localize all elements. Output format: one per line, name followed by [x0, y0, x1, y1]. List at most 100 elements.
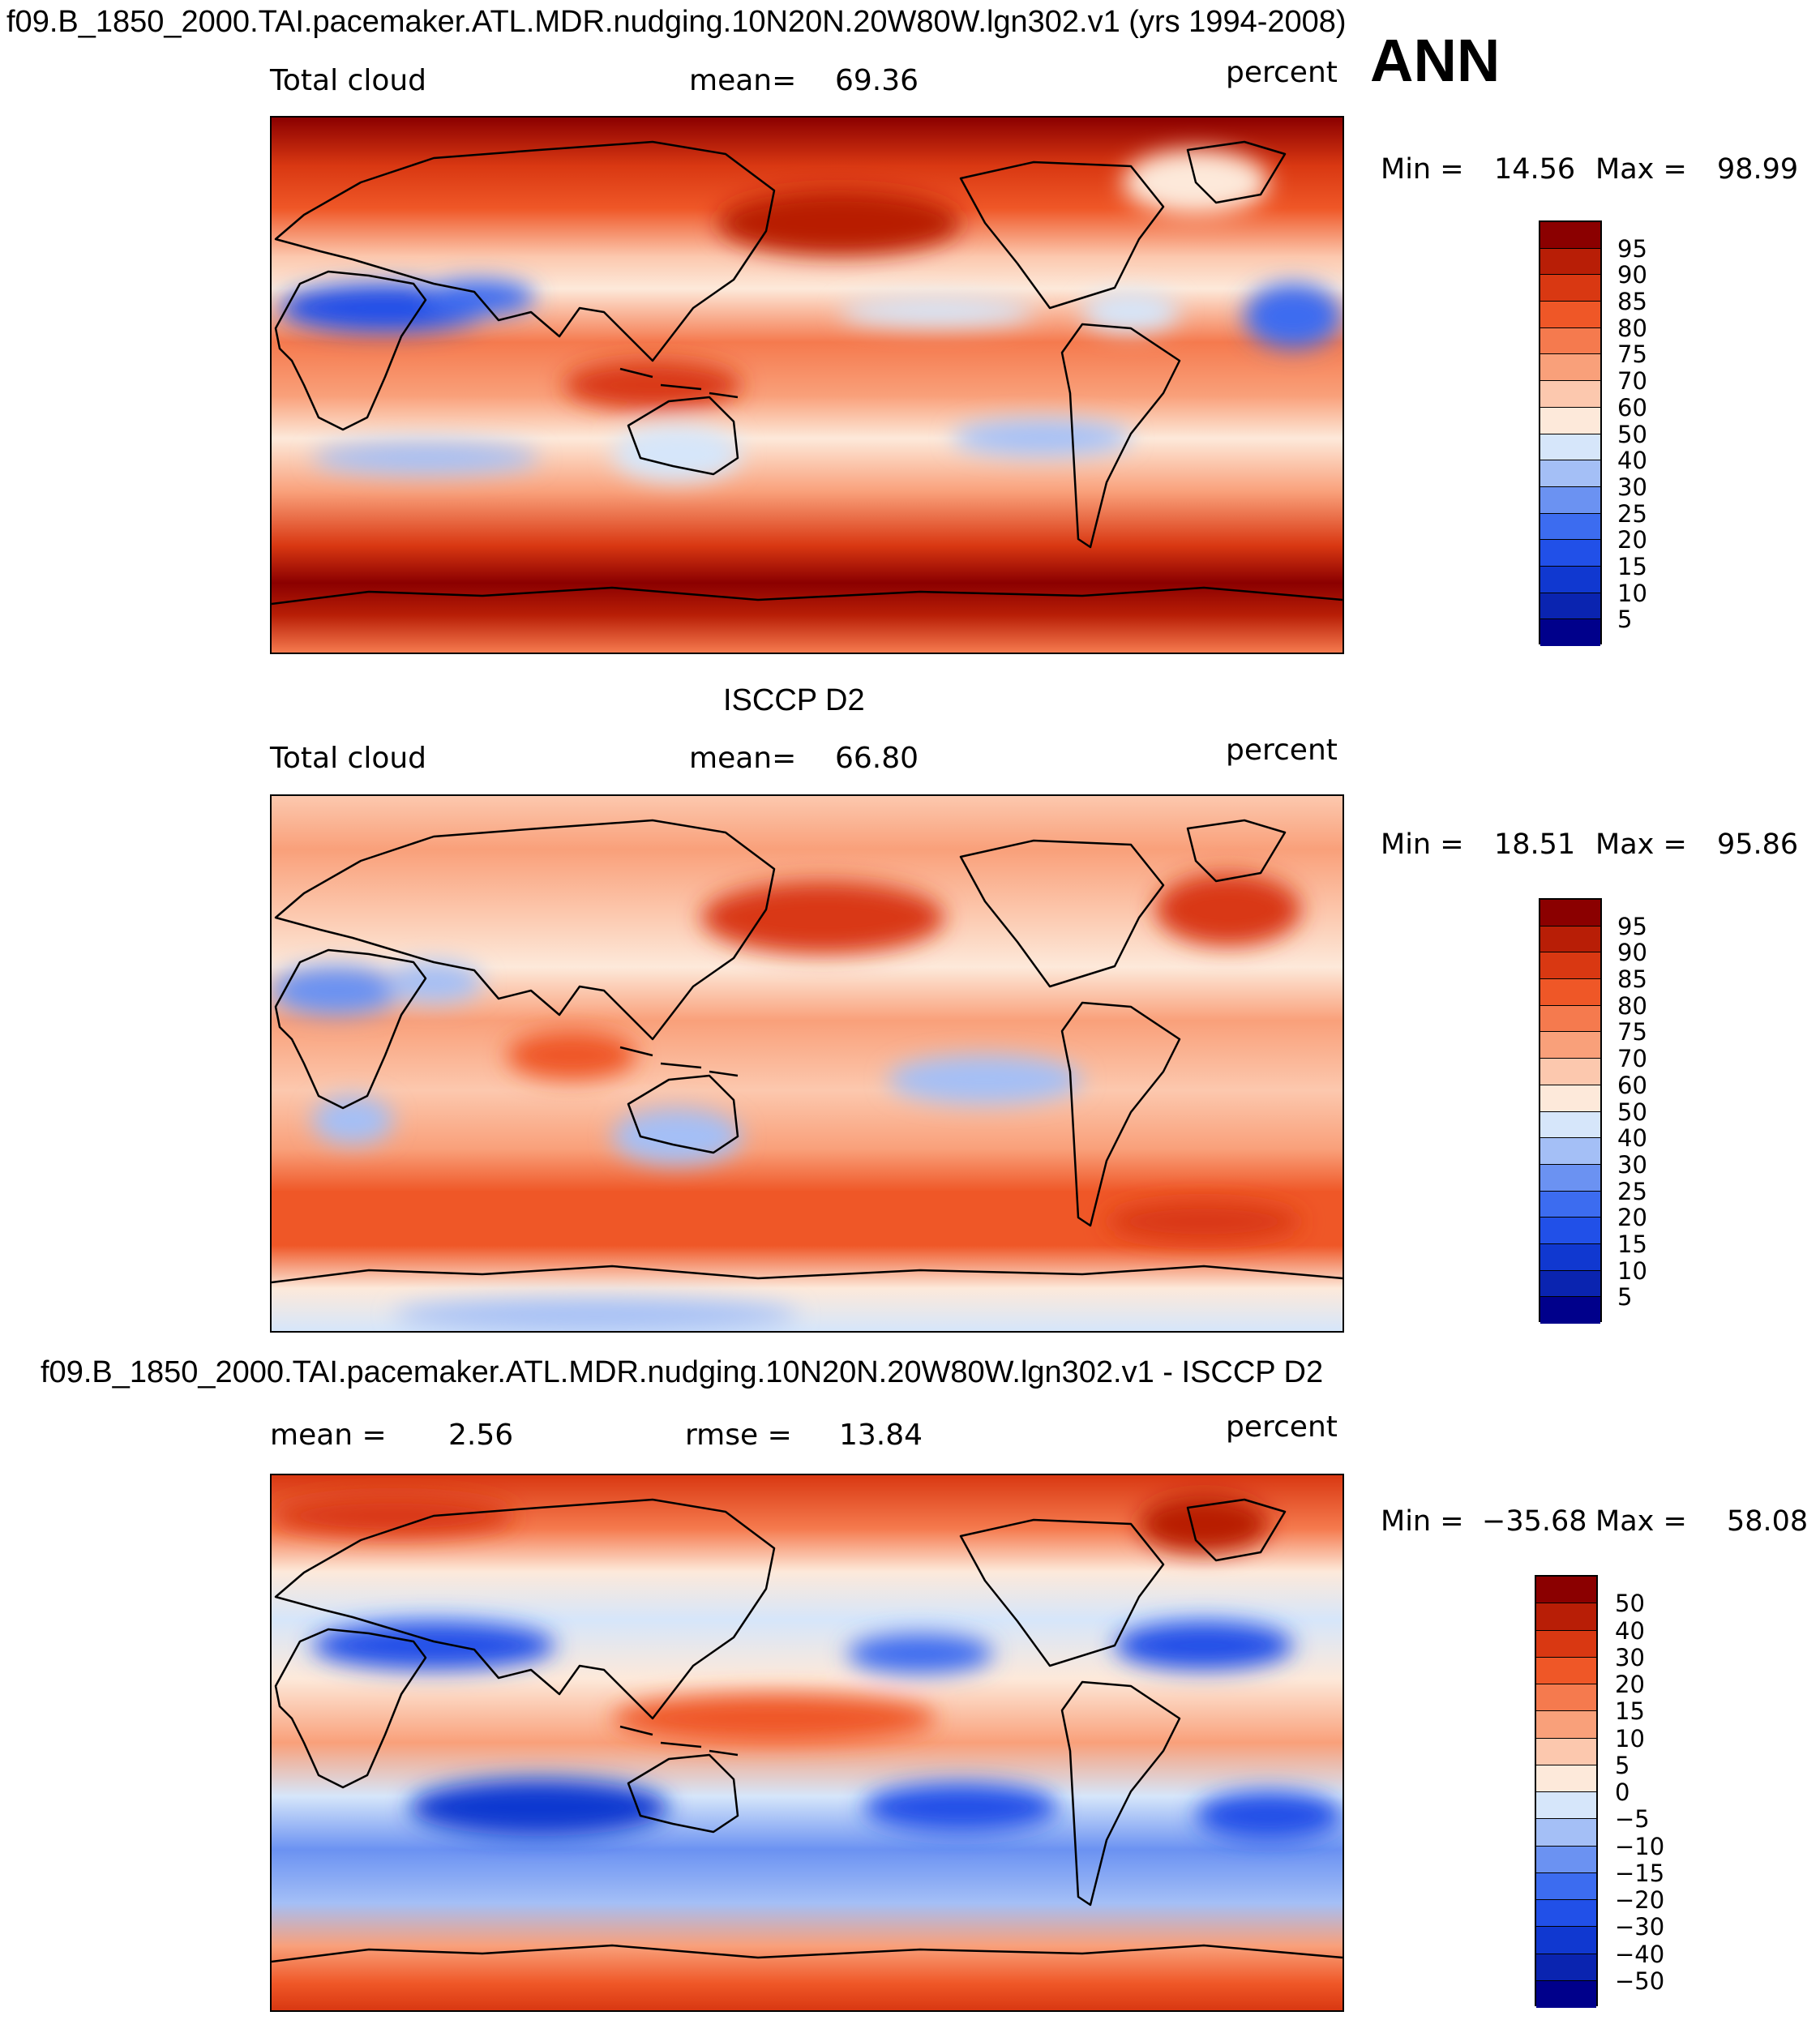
panel3-mean-value: 2.56: [448, 1419, 514, 1452]
colorbar-tick-label: 90: [1617, 261, 1647, 289]
panel3-coast-australia: [627, 1753, 739, 1834]
colorbar-swatch: [1536, 1630, 1596, 1658]
colorbar-tick-label: −15: [1615, 1859, 1665, 1887]
panel3-rmse-value: 13.84: [839, 1419, 923, 1452]
colorbar-swatch: [1540, 593, 1600, 620]
panel1-min-value: 14.56: [1494, 153, 1576, 186]
panel1-blob-us-clear: [1082, 292, 1180, 332]
colorbar-tick-label: 60: [1617, 1071, 1647, 1099]
colorbar-swatch: [1540, 222, 1600, 249]
panel3-blob-south-pacific: [863, 1783, 1058, 1832]
panel3-coast-africa: [274, 1628, 427, 1789]
colorbar-swatch: [1536, 1711, 1596, 1739]
colorbar-tick-label: 10: [1617, 1256, 1647, 1285]
panel1-coast-eurasia: [274, 140, 776, 362]
panel2-blob-south-africa: [312, 1096, 393, 1145]
panel2-subtitle: ISCCP D2: [723, 683, 865, 717]
panel2-coast-australia: [627, 1074, 739, 1154]
colorbar-swatch: [1536, 1657, 1596, 1684]
panel1-map: [270, 116, 1344, 654]
panel1-coast-south-america: [1060, 323, 1181, 549]
panel1-blob-sepacific: [953, 420, 1131, 456]
colorbar-swatch: [1536, 1577, 1596, 1604]
panel1-variable: Total cloud: [270, 64, 427, 97]
colorbar-tick-label: 5: [1617, 1283, 1633, 1312]
colorbar-tick-label: 70: [1617, 367, 1647, 396]
colorbar-tick-label: 50: [1615, 1590, 1645, 1618]
panel3-coast-south-america: [1060, 1680, 1181, 1907]
colorbar-swatch: [1536, 1872, 1596, 1900]
panel1-coast-africa: [274, 270, 427, 431]
colorbar-swatch: [1540, 540, 1600, 567]
panel2-blob-warm-pool: [507, 1031, 636, 1080]
colorbar-tick-label: 15: [1615, 1697, 1645, 1726]
panel2-mean-label: mean=: [689, 742, 797, 775]
colorbar-tick-label: 40: [1615, 1616, 1645, 1645]
colorbar-swatch: [1540, 1032, 1600, 1059]
panel2-blob-southern-ocean-west: [1107, 1201, 1301, 1242]
colorbar-tick-label: 40: [1617, 447, 1647, 475]
colorbar-tick-label: 85: [1617, 288, 1647, 316]
colorbar-swatch: [1540, 952, 1600, 980]
panel3-subtitle: f09.B_1850_2000.TAI.pacemaker.ATL.MDR.nu…: [41, 1355, 1324, 1389]
colorbar-swatch: [1536, 1927, 1596, 1954]
panel2-max-value: 95.86: [1717, 828, 1799, 861]
colorbar-swatch: [1540, 1111, 1600, 1139]
colorbar-tick-label: 10: [1615, 1724, 1645, 1753]
colorbar-tick-label: −20: [1615, 1886, 1665, 1914]
panel3-units: percent: [1226, 1410, 1338, 1444]
panel1-blob-north-pacific-max: [717, 190, 961, 255]
colorbar-tick-label: 30: [1617, 1150, 1647, 1179]
colorbar-swatch: [1536, 1684, 1596, 1712]
colorbar-tick-label: 20: [1617, 1204, 1647, 1232]
panel1-coast-indonesia: [619, 367, 739, 399]
colorbar-swatch: [1536, 1765, 1596, 1792]
panel2-map: [270, 794, 1344, 1333]
colorbar-swatch: [1540, 900, 1600, 927]
colorbar-tick-label: 95: [1617, 912, 1647, 940]
panel1-min-label: Min =: [1381, 153, 1464, 186]
colorbar-tick-label: 5: [1615, 1751, 1630, 1779]
panel2-colorbar: [1539, 898, 1602, 1324]
panel1-mean-value: 69.36: [835, 64, 919, 97]
colorbar-swatch: [1536, 1900, 1596, 1928]
colorbar-tick-label: 15: [1617, 552, 1647, 580]
panel3-coast-greenland: [1186, 1498, 1287, 1562]
panel3-map: [270, 1474, 1344, 2012]
panel2-mean-value: 66.80: [835, 742, 919, 775]
colorbar-swatch: [1540, 275, 1600, 302]
panel3-coast-indonesia: [619, 1725, 739, 1757]
panel3-blob-north-pacific: [847, 1633, 993, 1674]
panel3-coast-antarctica: [272, 1944, 1343, 1963]
colorbar-tick-label: 70: [1617, 1045, 1647, 1073]
colorbar-swatch: [1536, 1738, 1596, 1765]
colorbar-swatch: [1540, 1164, 1600, 1192]
panel3-coast-north-america: [959, 1518, 1165, 1667]
panel1-units: percent: [1226, 56, 1338, 89]
colorbar-swatch: [1540, 1059, 1600, 1085]
colorbar-swatch: [1540, 381, 1600, 408]
colorbar-tick-label: 80: [1617, 314, 1647, 342]
colorbar-swatch: [1540, 1191, 1600, 1218]
panel1-mean-label: mean=: [689, 64, 797, 97]
panel1-max-label: Max =: [1595, 153, 1687, 186]
season-label: ANN: [1370, 27, 1501, 94]
colorbar-tick-label: 10: [1617, 579, 1647, 607]
colorbar-swatch: [1540, 302, 1600, 328]
colorbar-tick-label: 85: [1617, 965, 1647, 994]
colorbar-tick-label: 75: [1617, 340, 1647, 369]
panel1-blob-australia: [612, 426, 742, 482]
panel2-blob-north-pacific: [701, 881, 944, 954]
colorbar-swatch: [1540, 1005, 1600, 1033]
panel3-blob-southern-indian: [409, 1779, 669, 1836]
panel2-blob-antarctica: [393, 1299, 799, 1331]
colorbar-swatch: [1540, 1243, 1600, 1271]
panel2-coast-africa: [274, 948, 427, 1110]
colorbar-tick-label: −10: [1615, 1832, 1665, 1860]
colorbar-tick-label: 30: [1617, 473, 1647, 501]
colorbar-swatch: [1536, 1954, 1596, 1981]
colorbar-tick-label: 80: [1617, 991, 1647, 1020]
colorbar-tick-label: 60: [1617, 393, 1647, 422]
panel2-coast-indonesia: [619, 1046, 739, 1077]
panel1-coast-north-america: [959, 160, 1165, 310]
